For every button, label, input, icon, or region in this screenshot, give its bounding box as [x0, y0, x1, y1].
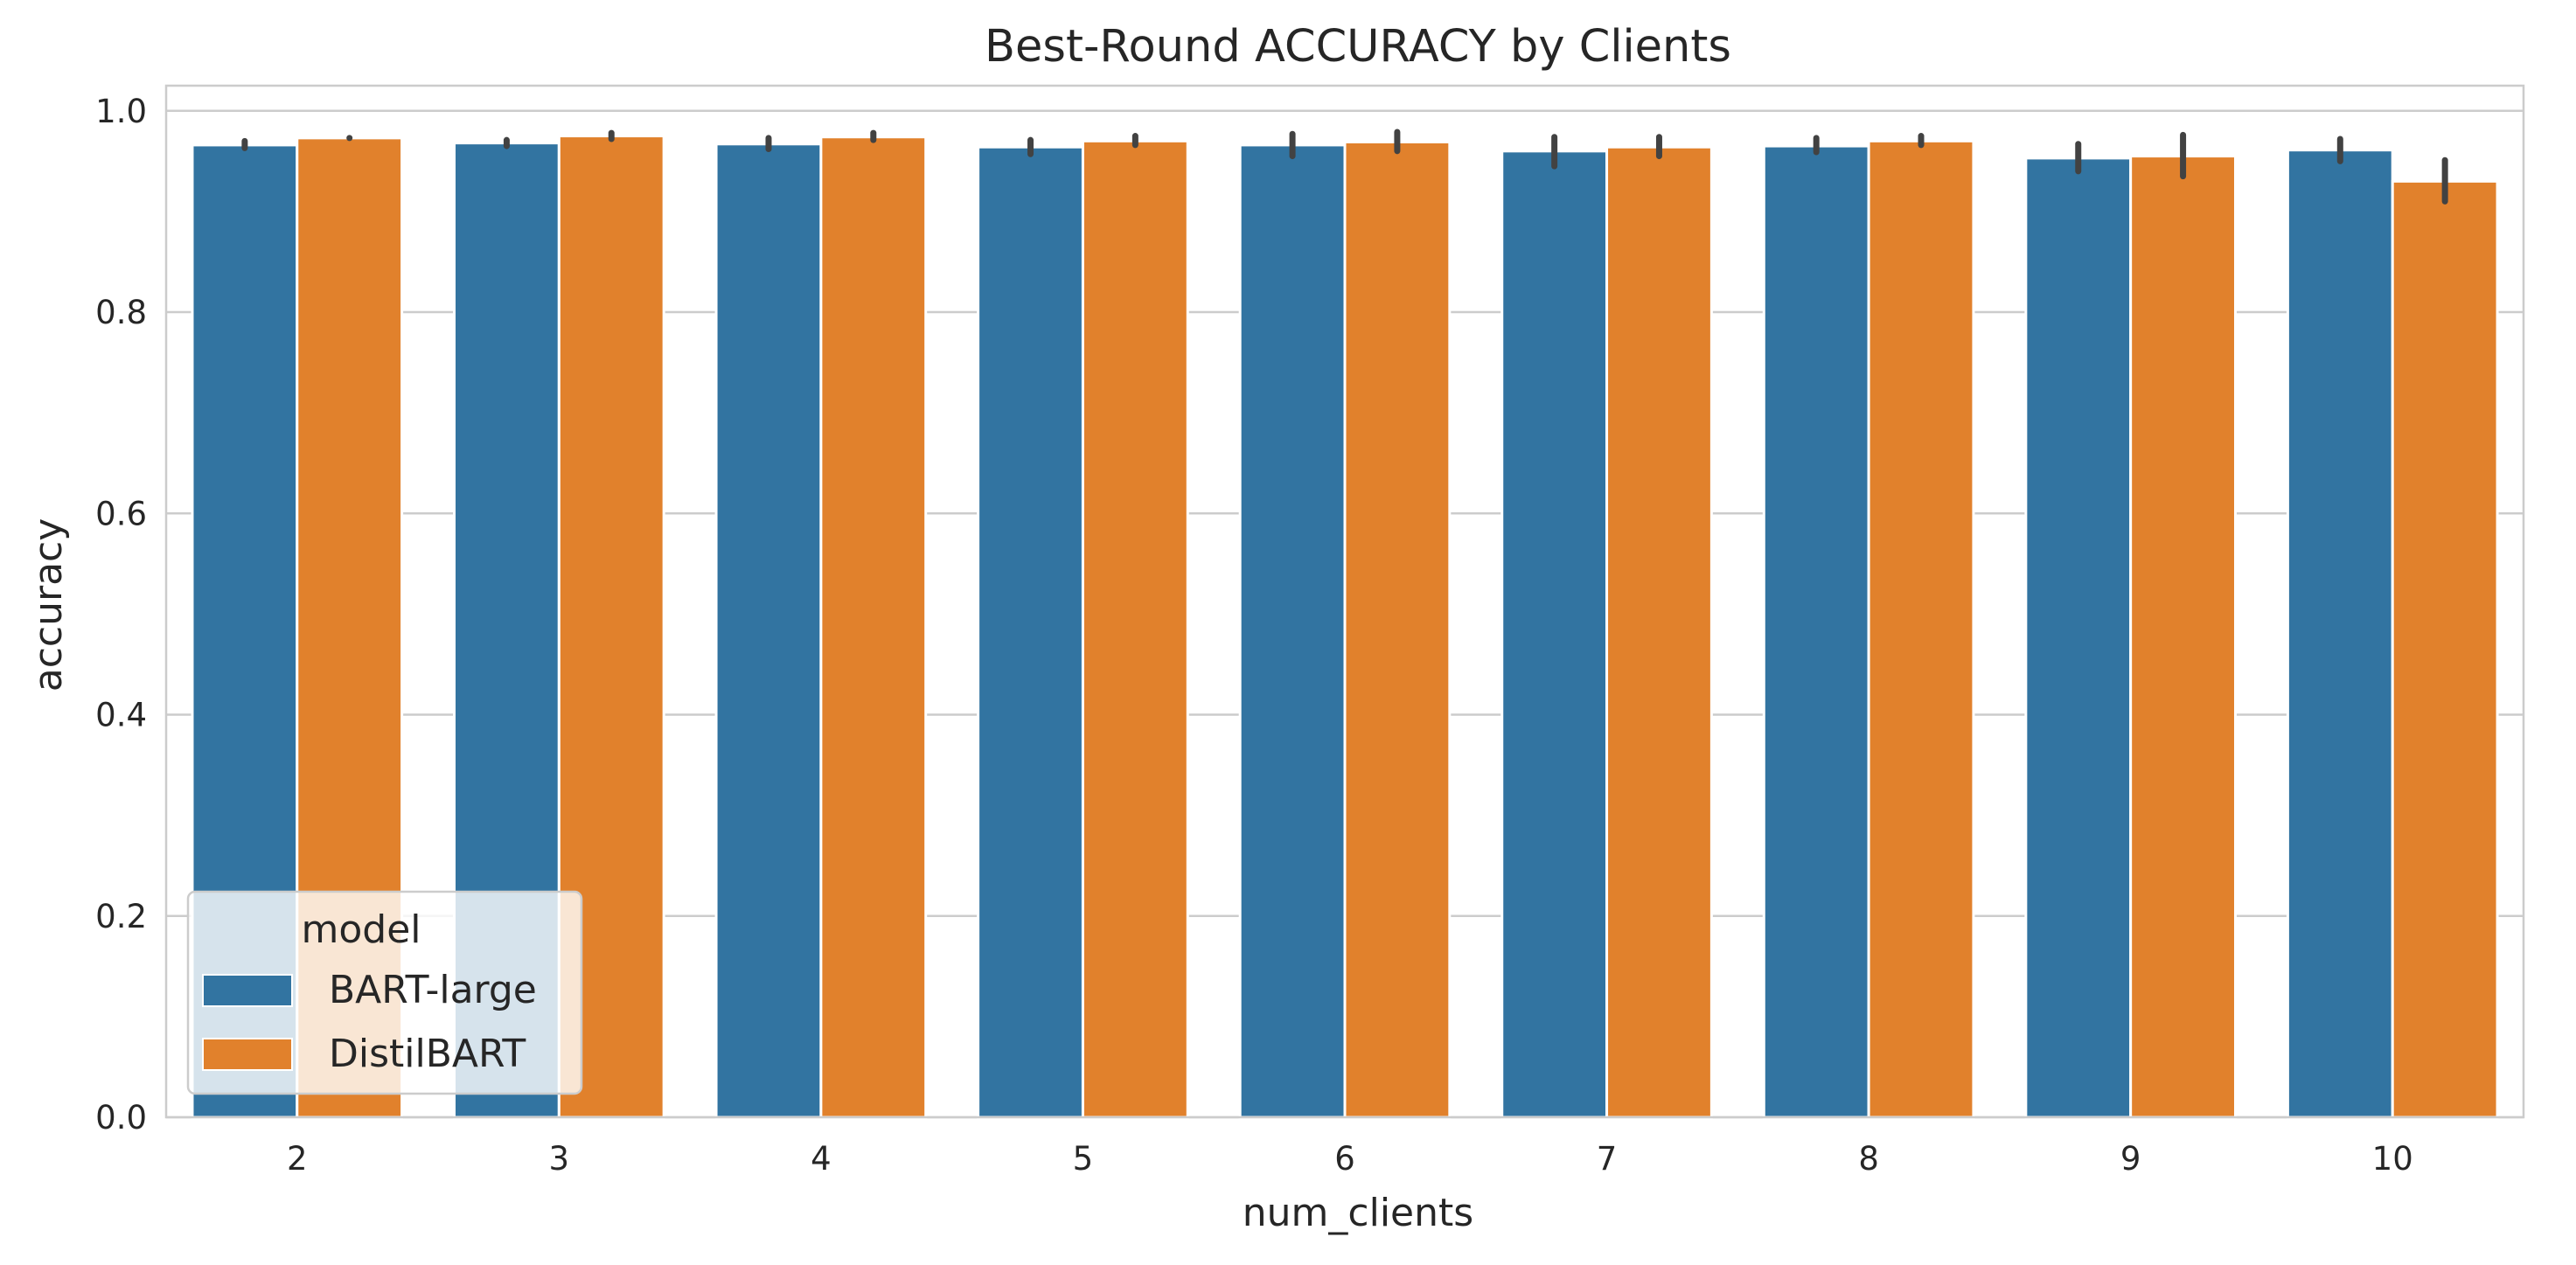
bar-bart-large — [714, 142, 823, 1119]
x-tick-label: 3 — [549, 1140, 570, 1178]
error-bars — [241, 129, 2448, 205]
bar-bart-large — [977, 145, 1084, 1119]
x-tick-label: 2 — [287, 1140, 308, 1178]
y-tick-label: 0.6 — [95, 495, 147, 532]
x-tick-label: 9 — [2120, 1140, 2141, 1178]
y-tick-label: 1.0 — [95, 93, 147, 130]
bar-distilbart — [1605, 145, 1713, 1119]
legend-swatch-bart-large — [202, 974, 293, 1007]
x-tick-label: 7 — [1597, 1140, 1618, 1178]
y-tick-label: 0.8 — [95, 294, 147, 331]
legend-label-distilbart: DistilBART — [329, 1032, 526, 1076]
x-tick-labels: 2 3 4 5 6 7 8 9 10 — [287, 1140, 2413, 1178]
y-tick-label: 0.4 — [95, 697, 147, 734]
bar-distilbart — [819, 136, 928, 1119]
bar-distilbart — [2129, 155, 2237, 1119]
bar-bart-large — [1238, 143, 1347, 1119]
bar-distilbart — [1343, 140, 1452, 1119]
y-tick-label: 0.0 — [95, 1099, 147, 1136]
bar-bart-large — [2286, 149, 2394, 1119]
x-tick-label: 4 — [811, 1140, 832, 1178]
legend: model BART-large DistilBART — [186, 890, 583, 1095]
x-tick-label: 8 — [1858, 1140, 1879, 1178]
bar-distilbart — [1081, 139, 1189, 1119]
y-axis-label: accuracy — [26, 518, 71, 692]
y-tick-labels: 0.0 0.2 0.4 0.6 0.8 1.0 — [95, 93, 147, 1136]
bar-bart-large — [2024, 156, 2133, 1119]
bar-distilbart — [2391, 179, 2499, 1119]
legend-swatch-distilbart — [202, 1038, 293, 1071]
bar-bart-large — [1500, 149, 1609, 1119]
bars — [191, 135, 2499, 1119]
chart-title: Best-Round ACCURACY by Clients — [985, 21, 1731, 73]
x-tick-label: 10 — [2372, 1140, 2413, 1178]
legend-title: model — [301, 907, 421, 952]
x-tick-label: 5 — [1073, 1140, 1094, 1178]
plot-frame — [164, 84, 2525, 1119]
y-tick-label: 0.2 — [95, 898, 147, 935]
x-tick-label: 6 — [1334, 1140, 1355, 1178]
bar-distilbart — [1867, 139, 1975, 1119]
legend-label-bart-large: BART-large — [329, 968, 537, 1012]
x-axis-label: num_clients — [1243, 1191, 1473, 1235]
bar-bart-large — [1762, 144, 1870, 1119]
